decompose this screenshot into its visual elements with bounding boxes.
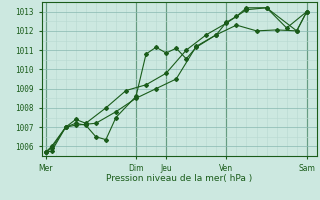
X-axis label: Pression niveau de la mer( hPa ): Pression niveau de la mer( hPa ) bbox=[106, 174, 252, 183]
